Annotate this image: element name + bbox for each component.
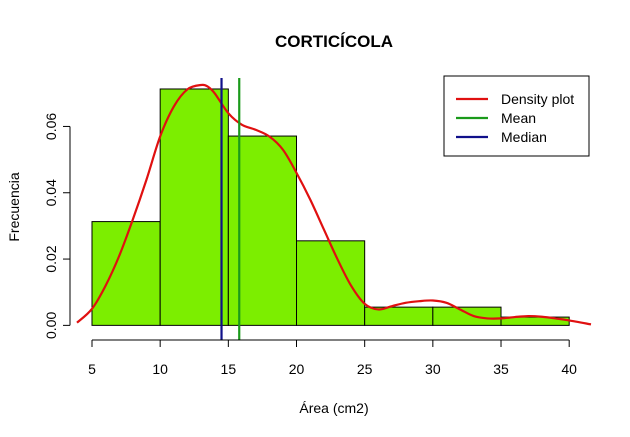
- legend-label-1: Density plot: [501, 91, 574, 107]
- legend: Density plot Mean Median: [443, 75, 590, 157]
- y-tick-label-2: 0.04: [43, 179, 59, 206]
- x-tick-label-5: 5: [88, 361, 96, 377]
- y-tick-label-1: 0.02: [43, 245, 59, 272]
- legend-label-2: Mean: [501, 110, 536, 126]
- x-tick-label-25: 25: [357, 361, 373, 377]
- x-tick-label-15: 15: [221, 361, 237, 377]
- y-tick-label-0: 0.00: [43, 312, 59, 339]
- y-tick-label-3: 0.06: [43, 113, 59, 140]
- x-tick-label-40: 40: [561, 361, 577, 377]
- density-curve-group: [76, 83, 592, 326]
- y-axis: 0.00 0.02 0.04 0.06: [43, 113, 71, 339]
- x-tick-label-35: 35: [493, 361, 509, 377]
- legend-box: [443, 75, 590, 157]
- chart-title: CORTICÍCOLA: [275, 32, 393, 51]
- x-tick-label-30: 30: [425, 361, 441, 377]
- histogram-bars: [91, 88, 570, 326]
- x-axis: 5 10 15 20 25 30 35 40: [88, 339, 577, 377]
- y-axis-label: Frecuencia: [6, 172, 22, 241]
- mean-median-lines: [220, 78, 241, 340]
- x-tick-label-10: 10: [152, 361, 168, 377]
- histogram-bar-6: [432, 306, 502, 326]
- density-curve: [76, 83, 592, 326]
- x-axis-label: Área (cm2): [299, 400, 368, 416]
- histogram-bar-4: [296, 240, 366, 326]
- legend-label-3: Median: [501, 129, 547, 145]
- x-tick-label-20: 20: [289, 361, 305, 377]
- histogram-bar-2: [159, 88, 229, 326]
